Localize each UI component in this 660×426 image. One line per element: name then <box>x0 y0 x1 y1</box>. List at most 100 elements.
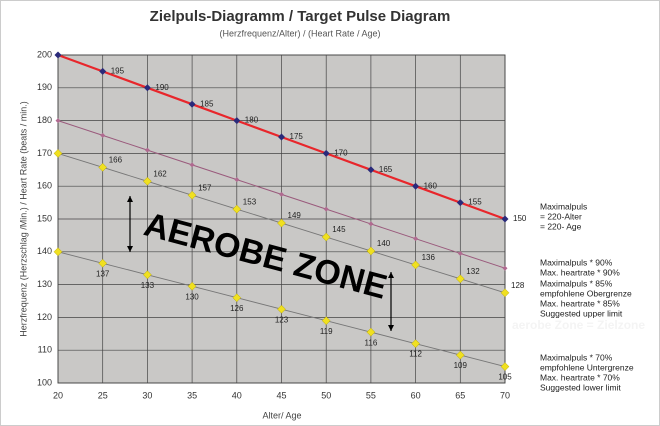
point-marker <box>279 191 284 197</box>
point-marker <box>232 204 242 214</box>
point-marker <box>187 281 197 291</box>
y-tick-label: 180 <box>37 115 52 125</box>
data-label: 128 <box>511 281 525 290</box>
point-marker <box>100 132 106 138</box>
point-marker <box>277 304 286 314</box>
data-label: 153 <box>243 197 257 206</box>
data-label: 112 <box>409 350 422 359</box>
data-label: 162 <box>153 169 167 178</box>
x-tick-label: 55 <box>366 390 376 400</box>
chart-subtitle: (Herzfrequenz/Alter) / (Heart Rate / Age… <box>219 28 380 38</box>
x-tick-label: 65 <box>455 390 465 400</box>
point-marker <box>411 260 420 270</box>
x-tick-label: 50 <box>321 390 331 400</box>
point-marker <box>366 246 376 256</box>
x-tick-label: 30 <box>142 390 152 400</box>
point-marker <box>455 274 465 284</box>
point-marker <box>233 117 241 125</box>
arrow-head <box>388 325 394 331</box>
data-label: 195 <box>111 67 125 76</box>
x-tick-label: 60 <box>411 390 421 400</box>
point-marker <box>98 162 108 172</box>
point-marker <box>98 258 108 268</box>
series-note: Max. heartrate * 70% <box>540 372 620 382</box>
point-marker <box>277 218 286 228</box>
x-tick-label: 25 <box>98 390 108 400</box>
point-marker <box>188 100 196 108</box>
point-marker <box>278 133 285 141</box>
x-tick-label: 40 <box>232 390 242 400</box>
data-label: 136 <box>422 253 436 262</box>
point-marker <box>455 350 465 360</box>
data-label: 133 <box>141 281 155 290</box>
data-label: 155 <box>468 198 482 207</box>
point-marker <box>143 84 151 92</box>
point-marker <box>99 67 107 75</box>
point-marker <box>412 182 420 190</box>
point-marker <box>55 118 61 124</box>
data-label: 126 <box>230 304 244 313</box>
data-label: 175 <box>290 132 304 141</box>
data-label: 166 <box>109 155 123 164</box>
data-label: 109 <box>454 361 468 370</box>
data-label: 180 <box>245 116 259 125</box>
point-marker <box>187 190 197 200</box>
series-note: Suggested lower limit <box>540 382 621 392</box>
y-tick-label: 130 <box>37 279 52 289</box>
data-label: 123 <box>275 315 289 324</box>
series-note: = 220-Alter <box>540 211 582 221</box>
point-marker <box>189 162 195 168</box>
y-tick-label: 140 <box>37 246 52 256</box>
data-label: 170 <box>334 149 348 158</box>
point-marker <box>501 215 509 223</box>
series-note: empfohlene Obergrenze <box>540 288 632 298</box>
y-tick-label: 200 <box>37 49 52 59</box>
point-marker <box>457 250 463 256</box>
data-label: 130 <box>185 292 199 301</box>
point-marker <box>321 316 331 326</box>
point-marker <box>144 147 150 153</box>
data-label: 190 <box>155 83 169 92</box>
point-marker <box>54 51 62 59</box>
x-axis-label: Alter/ Age <box>262 410 301 420</box>
zone-note: aerobe Zone = Zielzone <box>512 318 645 332</box>
point-marker <box>143 270 152 280</box>
x-tick-label: 70 <box>500 390 510 400</box>
arrow-head <box>388 272 394 278</box>
point-marker <box>322 149 330 157</box>
series-note: empfohlene Untergrenze <box>540 362 634 372</box>
point-marker <box>367 166 375 174</box>
y-tick-label: 190 <box>37 82 52 92</box>
x-tick-label: 45 <box>276 390 286 400</box>
point-marker <box>502 265 508 271</box>
point-marker <box>500 288 510 298</box>
chart-title: Zielpuls-Diagramm / Target Pulse Diagram <box>150 8 451 25</box>
data-label: 140 <box>377 239 391 248</box>
data-label: 165 <box>379 165 393 174</box>
point-marker <box>143 176 152 186</box>
x-tick-label: 35 <box>187 390 197 400</box>
point-marker <box>53 247 63 257</box>
legend-entry: Maximalpuls <box>540 201 587 211</box>
data-label: 145 <box>332 225 346 234</box>
series-note: Suggested upper limit <box>540 308 623 318</box>
y-tick-label: 150 <box>37 213 52 223</box>
y-tick-label: 110 <box>38 345 52 355</box>
point-marker <box>413 236 419 242</box>
arrow-head <box>127 246 133 252</box>
data-label: 150 <box>513 214 527 223</box>
legend-entry: Maximalpuls * 90% <box>540 257 613 267</box>
point-marker <box>366 327 376 337</box>
y-tick-label: 160 <box>37 181 52 191</box>
series-note: Max. heartrate * 90% <box>540 267 620 277</box>
series-note: Max. heartrate * 85% <box>540 298 620 308</box>
data-label: 160 <box>424 181 438 190</box>
data-label: 149 <box>288 211 302 220</box>
point-marker <box>411 339 420 348</box>
data-label: 105 <box>498 373 512 382</box>
y-tick-label: 170 <box>37 148 52 158</box>
data-label: 116 <box>365 338 378 347</box>
data-label: 137 <box>96 269 110 278</box>
point-marker <box>53 149 63 158</box>
